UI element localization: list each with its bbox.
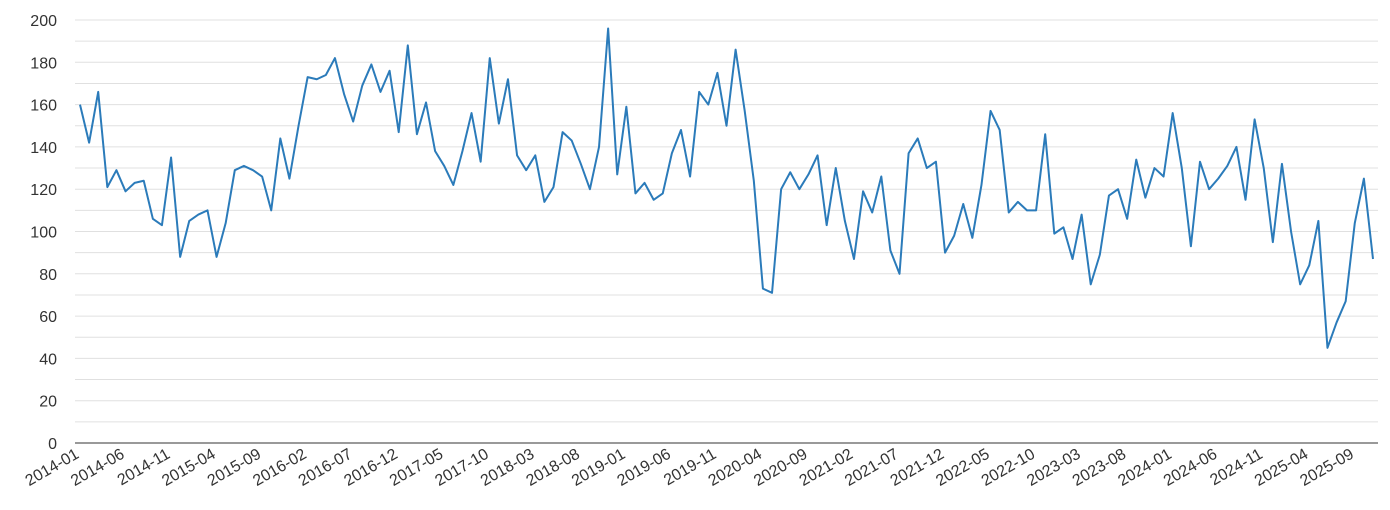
gridlines bbox=[75, 19, 1378, 423]
y-tick-label: 120 bbox=[30, 182, 57, 199]
y-tick-label: 0 bbox=[48, 436, 57, 453]
y-tick-label: 180 bbox=[30, 55, 57, 72]
y-axis-tick-labels: 0 20 40 60 80 100 120 140 160 180 200 bbox=[30, 13, 57, 453]
series-line bbox=[79, 27, 1374, 349]
y-tick-label: 20 bbox=[39, 394, 57, 411]
y-tick-label: 60 bbox=[39, 309, 57, 326]
y-tick-label: 100 bbox=[30, 225, 57, 242]
y-tick-label: 160 bbox=[30, 98, 57, 115]
y-tick-label: 200 bbox=[30, 13, 57, 30]
y-tick-label: 140 bbox=[30, 140, 57, 157]
y-tick-label: 40 bbox=[39, 351, 57, 368]
x-axis-tick-labels: 2014-012014-062014-112015-042015-092016-… bbox=[23, 446, 1357, 490]
y-tick-label: 80 bbox=[39, 267, 57, 284]
